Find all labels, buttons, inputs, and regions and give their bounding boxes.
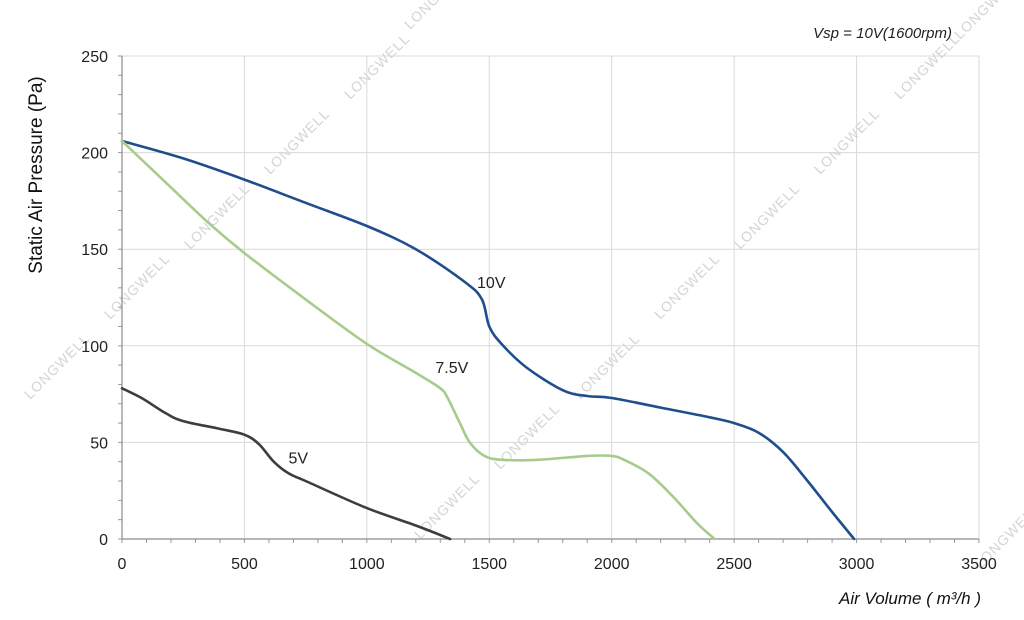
- y-tick-label: 150: [81, 242, 108, 259]
- series-label-7-5v: 7.5V: [435, 360, 468, 377]
- watermark-text: LONGWELL: [181, 180, 253, 252]
- watermark-text: LONGWELL: [951, 0, 1023, 42]
- minor-ticks: [118, 55, 980, 543]
- x-tick-label: 1500: [471, 556, 507, 573]
- watermark-text: LONGWELL: [731, 180, 803, 252]
- watermark-text: LONGWELL: [651, 250, 723, 322]
- y-axis-label: Static Air Pressure (Pa): [26, 76, 47, 273]
- series-line-5v: [120, 387, 452, 541]
- x-tick-label: 0: [118, 556, 127, 573]
- watermark-text: LONGWELL: [401, 0, 473, 32]
- series-line-7-5v: [120, 139, 716, 541]
- series-line-10v: [120, 139, 856, 541]
- watermark-text: LONGWELL: [101, 250, 173, 322]
- y-tick-label: 100: [81, 339, 108, 356]
- x-tick-label: 2500: [716, 556, 752, 573]
- y-tick-label: 200: [81, 146, 108, 163]
- series-label-5v: 5V: [289, 451, 309, 468]
- watermark-text: LONGWELL: [811, 105, 883, 177]
- speed-note: Vsp = 10V(1600rpm): [813, 25, 952, 42]
- x-tick-label: 3500: [961, 556, 997, 573]
- x-tick-label: 3000: [839, 556, 875, 573]
- watermark-text: LONGWELL: [411, 470, 483, 542]
- watermark-layer: LONGWELLLONGWELLLONGWELLLONGWELLLONGWELL…: [21, 0, 1024, 572]
- x-tick-label: 1000: [349, 556, 385, 573]
- x-axis-label: Air Volume ( m³/h ): [838, 589, 981, 608]
- series-label-10v: 10V: [477, 275, 506, 292]
- watermark-text: LONGWELL: [261, 105, 333, 177]
- watermark-text: LONGWELL: [341, 30, 413, 102]
- chart-axes: 0 500 1000 1500 2000 2500 3000 3500 0 50 100 150 200…: [81, 49, 997, 573]
- y-tick-label: 50: [90, 435, 108, 452]
- x-tick-label: 500: [231, 556, 258, 573]
- y-tick-label: 250: [81, 49, 108, 66]
- x-tick-label: 2000: [594, 556, 630, 573]
- chart-labels: 10V 7.5V 5V: [289, 275, 506, 468]
- chart-series: [120, 139, 856, 541]
- watermark-text: LONGWELL: [571, 330, 643, 402]
- y-tick-label: 0: [99, 532, 108, 549]
